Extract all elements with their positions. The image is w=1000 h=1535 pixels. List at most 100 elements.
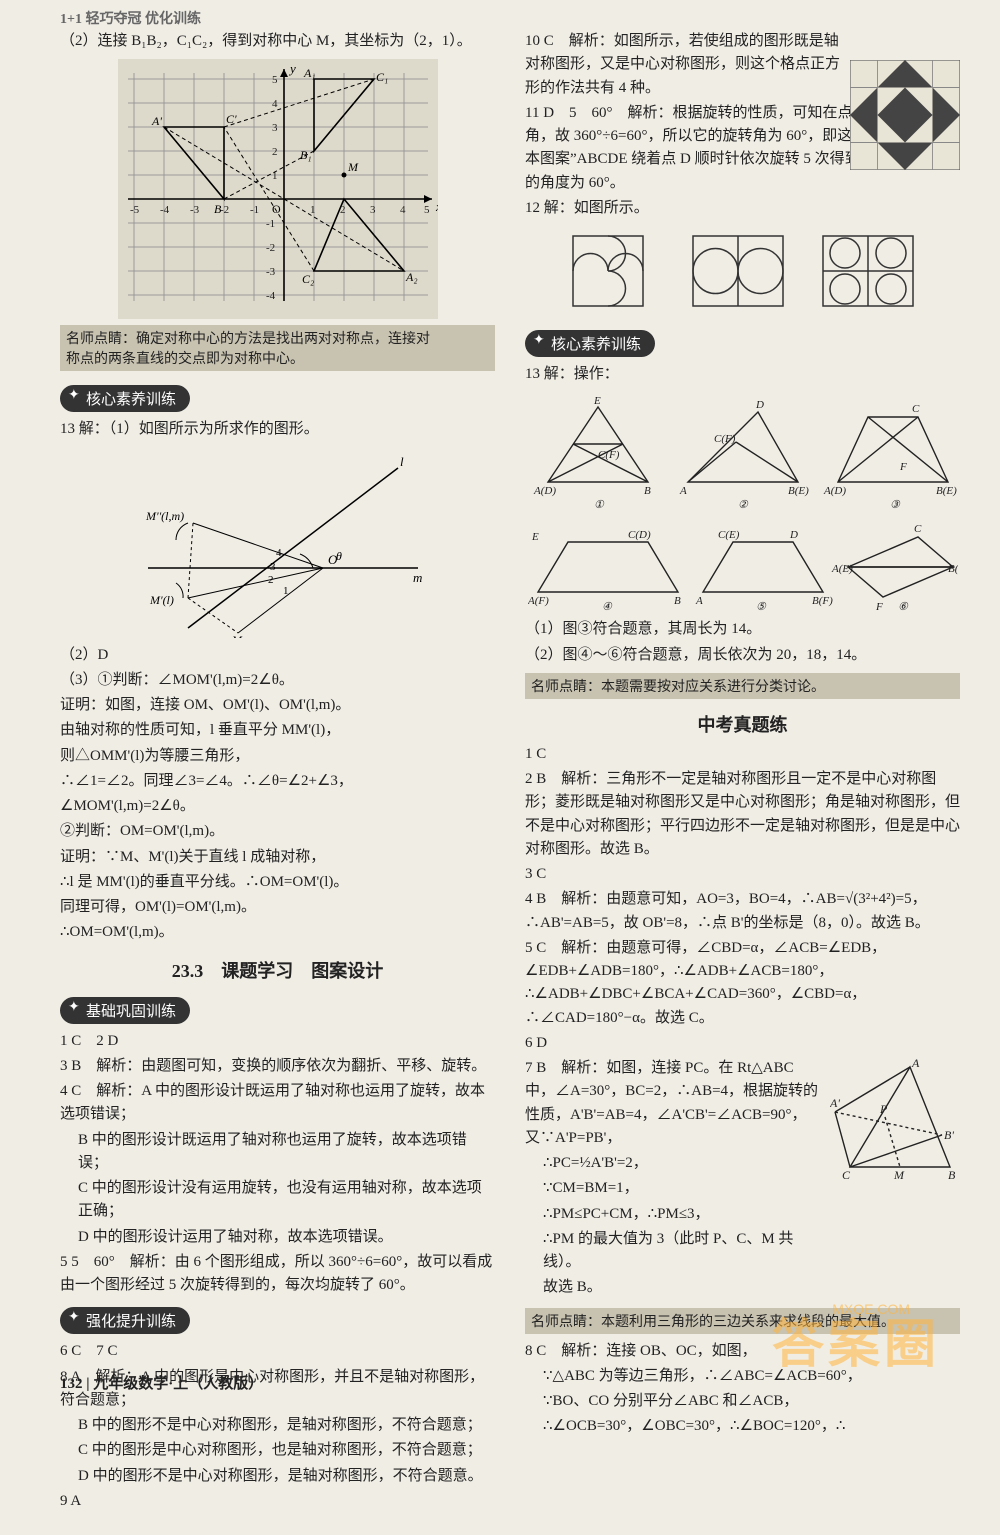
svg-text:A₂: A₂: [405, 270, 418, 284]
svg-text:x: x: [435, 199, 438, 214]
text-line: （2）连接 B₁B₂，C₁C₂，得到对称中心 M，其坐标为（2，1）。: [60, 30, 495, 53]
svg-text:4: 4: [272, 98, 278, 110]
svg-text:C': C': [226, 112, 237, 126]
text-line: 4 B 解析：由题意可知，AO=3，BO=4，∴AB=√(3²+4²)=5，∴A…: [525, 888, 960, 935]
svg-text:A: A: [911, 1057, 920, 1070]
section-header: 核心素养训练: [60, 385, 190, 412]
svg-text:M''(l,m): M''(l,m): [145, 509, 184, 523]
text-line: 3 C: [525, 863, 960, 886]
svg-text:D: D: [789, 529, 798, 541]
text-line: ∴PC=½A'B'=2，: [525, 1152, 820, 1175]
text-line: 1 C: [525, 743, 960, 766]
svg-text:2: 2: [272, 146, 278, 158]
text-line: D 中的图形设计运用了轴对称，故本选项错误。: [60, 1226, 495, 1249]
svg-text:B: B: [674, 595, 681, 607]
pattern-figures: [563, 226, 923, 316]
svg-text:B(E): B(E): [936, 485, 957, 497]
svg-text:B: B: [214, 202, 222, 216]
text-line: ②判断：OM=OM'(l,m)。: [60, 820, 495, 843]
text-line: B 中的图形不是中心对称图形，是轴对称图形，不符合题意；: [60, 1414, 495, 1437]
text-line: 3 B 解析：由题图可知，变换的顺序依次为翻折、平移、旋转。: [60, 1055, 495, 1078]
text-line: ∴PM≤PC+CM，∴PM≤3，: [525, 1203, 820, 1226]
text-line: ∴∠OCB=30°，∠OBC=30°，∴∠BOC=120°，∴: [525, 1415, 960, 1438]
svg-text:A(E): A(E): [831, 563, 853, 575]
text-line: 5 5 60° 解析：由 6 个图形组成，所以 360°÷6=60°，故可以看成…: [60, 1251, 495, 1298]
q10-grid-figure: [850, 60, 960, 170]
text-line: 7 B 解析：如图，连接 PC。在 Rt△ABC 中，∠A=30°，BC=2，∴…: [525, 1057, 820, 1150]
svg-text:C(F): C(F): [714, 433, 736, 445]
text-line: 则△OMM'(l)为等腰三角形，: [60, 745, 495, 768]
svg-text:l: l: [400, 454, 404, 469]
svg-text:P: P: [879, 1102, 888, 1116]
text-line: 4 C 解析：A 中的图形设计既运用了轴对称也运用了旋转，故本选项错误；: [60, 1080, 495, 1127]
svg-text:4: 4: [276, 547, 282, 559]
svg-text:A(F): A(F): [528, 595, 549, 607]
text-line: ∵CM=BM=1，: [525, 1177, 820, 1200]
section-header: 强化提升训练: [60, 1307, 190, 1334]
svg-text:B: B: [948, 1168, 956, 1182]
svg-text:5: 5: [424, 204, 430, 216]
text-line: D 中的图形不是中心对称图形，是轴对称图形，不符合题意。: [60, 1465, 495, 1488]
svg-text:D: D: [755, 399, 764, 411]
text-line: C 中的图形是中心对称图形，也是轴对称图形，不符合题意；: [60, 1439, 495, 1462]
text-line: （1）图③符合题意，其周长为 14。: [525, 618, 960, 641]
text-line: ∴∠1=∠2。同理∠3=∠4。∴∠θ=∠2+∠3，: [60, 770, 495, 793]
section-heading: 中考真题练: [525, 711, 960, 737]
svg-text:A(D): A(D): [823, 485, 846, 497]
svg-text:-1: -1: [266, 218, 275, 230]
svg-text:①: ①: [594, 499, 605, 511]
svg-text:-3: -3: [266, 266, 276, 278]
text-line: 9 A: [60, 1490, 495, 1513]
svg-text:B(E): B(E): [788, 485, 809, 497]
svg-text:C: C: [912, 403, 920, 415]
tip-line: 名师点睛：确定对称中心的方法是找出两对对称点，连接对: [66, 332, 430, 347]
teacher-tip: 名师点睛：本题需要按对应关系进行分类讨论。: [525, 673, 960, 699]
svg-text:A₁: A₁: [303, 66, 316, 80]
left-column: （2）连接 B₁B₂，C₁C₂，得到对称中心 M，其坐标为（2，1）。 x: [60, 30, 495, 1515]
svg-text:5: 5: [272, 74, 278, 86]
text-line: ∴PM 的最大值为 3（此时 P、C、M 共线）。: [525, 1228, 820, 1275]
teacher-tip: 名师点睛：确定对称中心的方法是找出两对对称点，连接对 称点的两条直线的交点即为对…: [60, 325, 495, 371]
watermark-url: MXQE.COM: [832, 1301, 910, 1317]
svg-text:-4: -4: [160, 204, 170, 216]
svg-text:M: M: [347, 160, 359, 174]
section-header: 基础巩固训练: [60, 997, 190, 1024]
svg-text:M'(l): M'(l): [149, 593, 174, 607]
svg-text:④: ④: [602, 601, 613, 612]
svg-text:B(F): B(F): [812, 595, 833, 607]
text-line: 证明：如图，连接 OM、OM'(l)、OM'(l,m)。: [60, 694, 495, 717]
svg-text:-3: -3: [190, 204, 200, 216]
svg-text:E: E: [531, 531, 539, 543]
svg-text:-2: -2: [266, 242, 275, 254]
text-line: 2 B 解析：三角形不一定是轴对称图形且一定不是中心对称图形；菱形既是轴对称图形…: [525, 768, 960, 861]
text-line: 5 C 解析：由题意可得，∠CBD=α，∠ACB=∠EDB，∠EDB+∠ADB=…: [525, 937, 960, 1030]
text-line: 同理可得，OM'(l)=OM'(l,m)。: [60, 896, 495, 919]
text-line: 13 解：（1）如图所示为所求作的图形。: [60, 418, 495, 441]
svg-text:C₂: C₂: [302, 272, 314, 286]
page-footer: 132 | 九年级数学·上（人教版）: [60, 1372, 263, 1393]
svg-text:-4: -4: [266, 290, 276, 302]
text-line: 故选 B。: [525, 1276, 820, 1299]
svg-text:C(F): C(F): [598, 449, 620, 461]
svg-text:⑤: ⑤: [756, 601, 767, 612]
svg-text:-5: -5: [130, 204, 140, 216]
svg-text:1: 1: [283, 585, 289, 597]
text-line: 1 C 2 D: [60, 1030, 495, 1053]
svg-text:C₁: C₁: [376, 70, 388, 84]
text-line: （3）①判断：∠MOM'(l,m)=2∠θ。: [60, 669, 495, 692]
text-line: C 中的图形设计没有运用旋转，也没有运用轴对称，故本选项正确；: [60, 1177, 495, 1224]
tip-line: 称点的两条直线的交点即为对称中心。: [66, 352, 304, 367]
svg-text:③: ③: [890, 499, 901, 511]
svg-text:A: A: [679, 485, 687, 497]
brand-header: 1+1 轻巧夺冠 优化训练: [60, 8, 201, 28]
text-line: ∠MOM'(l,m)=2∠θ。: [60, 795, 495, 818]
text-line: ∵BO、CO 分别平分∠ABC 和∠ACB，: [525, 1390, 960, 1413]
svg-text:O: O: [272, 202, 281, 216]
svg-text:B: B: [644, 485, 651, 497]
svg-text:-1: -1: [250, 204, 259, 216]
text-line: 6 D: [525, 1032, 960, 1055]
symmetry-grid-figure: x y O -5-4-3 -2-1 123 45 543 21 -1-2-3 -…: [118, 59, 438, 319]
svg-text:B₁: B₁: [300, 148, 312, 162]
svg-text:M: M: [893, 1168, 905, 1182]
svg-text:②: ②: [738, 499, 749, 511]
